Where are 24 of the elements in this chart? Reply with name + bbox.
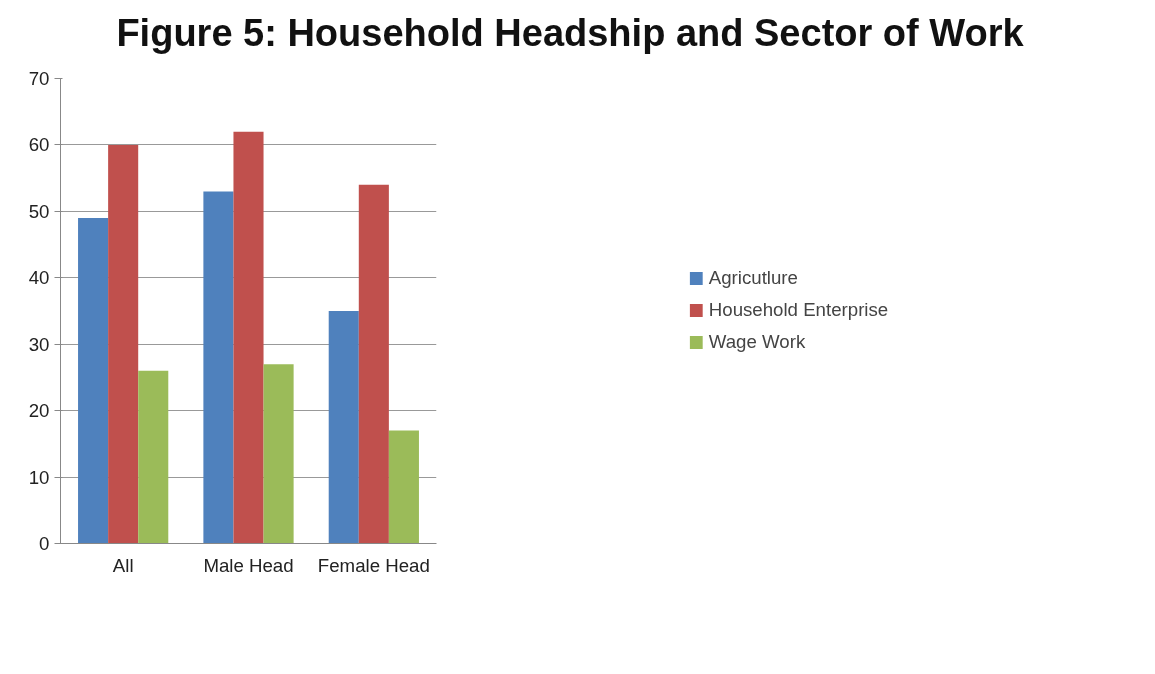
legend-label: Household Enterprise: [708, 299, 889, 321]
bar: [108, 144, 139, 543]
bar: [203, 190, 234, 543]
legend-label: Wage Work: [708, 331, 806, 353]
y-tick-label: 30: [28, 333, 50, 355]
bar: [263, 363, 294, 543]
y-tick-label: 0: [39, 532, 50, 554]
bar: [233, 131, 264, 543]
x-tick-label: All: [112, 554, 134, 575]
y-tick-label: 60: [28, 133, 50, 155]
bar: [78, 217, 109, 543]
bar: [138, 370, 169, 543]
x-tick-label: Male Head: [203, 554, 294, 575]
bar: [388, 430, 419, 543]
y-tick-label: 50: [28, 200, 50, 222]
y-tick-label: 20: [28, 399, 50, 421]
x-tick-label: Female Head: [317, 554, 430, 575]
bar: [328, 310, 359, 543]
y-tick-label: 40: [28, 266, 50, 288]
bar: [358, 184, 389, 543]
y-tick-label: 70: [28, 67, 50, 89]
y-tick-label: 10: [28, 466, 50, 488]
text: Figure 5: Household Headship and Sector of Work: [116, 11, 1024, 56]
legend-label: Agricutlure: [708, 267, 798, 289]
